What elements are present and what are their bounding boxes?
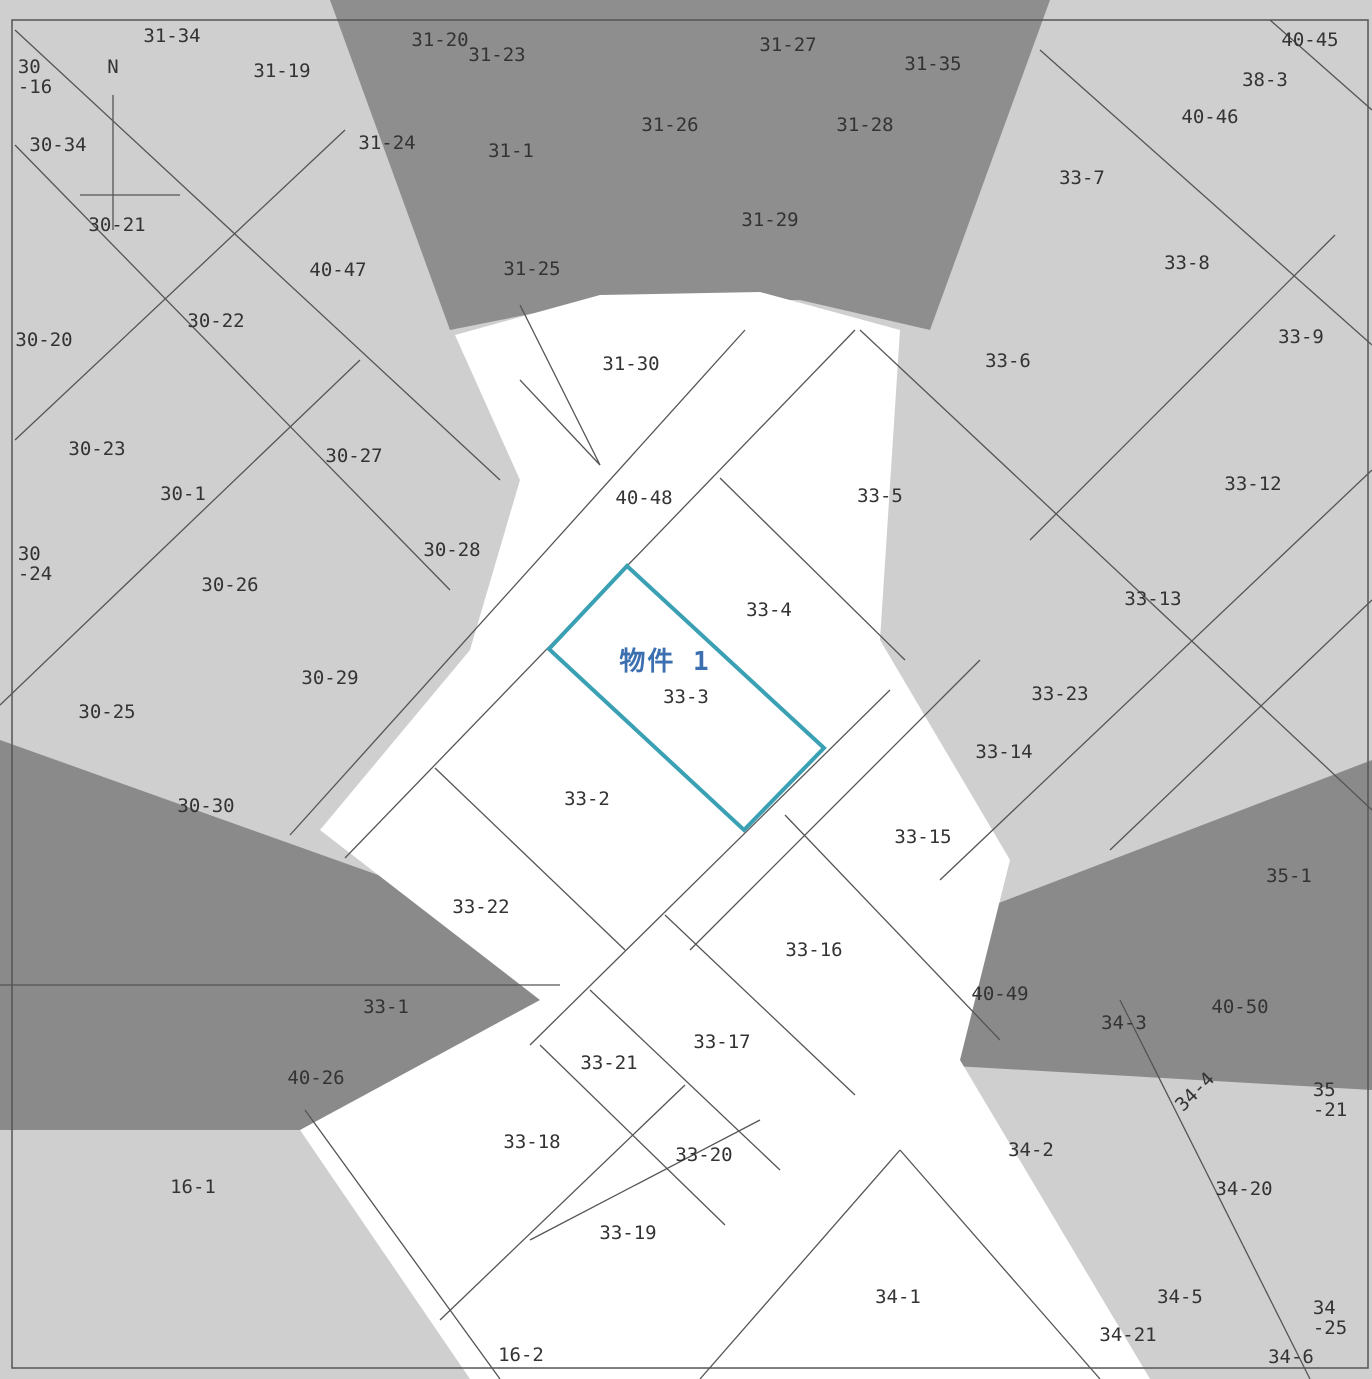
parcel-label: 33-4 <box>746 599 792 621</box>
parcel-label: 16-2 <box>498 1344 544 1366</box>
parcel-label: 33-23 <box>1031 683 1089 705</box>
open-area <box>300 292 1150 1379</box>
parcel-label: 34-5 <box>1157 1286 1203 1308</box>
parcel-label: 30-30 <box>177 795 235 817</box>
parcel-label: 35-1 <box>1266 865 1312 887</box>
parcel-label: 40-50 <box>1211 996 1269 1018</box>
parcel-label: 40-46 <box>1181 106 1239 128</box>
parcel-label: 30 -24 <box>17 543 53 585</box>
parcel-label: 33-15 <box>894 826 952 848</box>
shaded-area <box>850 760 1372 1090</box>
parcel-label: 40-48 <box>615 487 673 509</box>
parcel-label: 33-7 <box>1059 167 1105 189</box>
parcel-lines <box>0 19 1372 1379</box>
parcel-label: 40-49 <box>971 983 1029 1005</box>
parcel-label: 33-2 <box>564 788 610 810</box>
parcel-label: 31-23 <box>468 44 526 66</box>
parcel-label: 30-22 <box>187 310 245 332</box>
parcel-label: 33-19 <box>599 1222 657 1244</box>
parcel-label: 31-25 <box>503 258 561 280</box>
subject-label: 物件 1 <box>619 647 711 677</box>
parcel-label: 40-47 <box>309 259 367 281</box>
parcel-label: 33-6 <box>985 350 1031 372</box>
parcel-label: 31-29 <box>741 209 799 231</box>
parcel-label: 33-1 <box>363 996 409 1018</box>
parcel-label: 30-1 <box>160 483 206 505</box>
parcel-label: 31-1 <box>488 140 534 162</box>
parcel-label: 16-1 <box>170 1176 216 1198</box>
shaded-area <box>330 0 1050 330</box>
parcel-label: 34-20 <box>1215 1178 1273 1200</box>
parcel-label: 31-20 <box>411 29 469 51</box>
parcel-label: 31-26 <box>641 114 699 136</box>
parcel-label: 30-20 <box>15 329 73 351</box>
parcel-label: 31-24 <box>358 132 416 154</box>
parcel-label: 33-12 <box>1224 473 1282 495</box>
parcel-label: 30-26 <box>201 574 259 596</box>
parcel-label: 40-26 <box>287 1067 345 1089</box>
parcel-label: 34-21 <box>1099 1324 1157 1346</box>
parcel-label: 31-27 <box>759 34 817 56</box>
parcel-label: 30-28 <box>423 539 481 561</box>
parcel-label: 31-35 <box>904 53 962 75</box>
parcel-label: 31-19 <box>253 60 311 82</box>
parcel-label: 30-21 <box>88 214 146 236</box>
north-label: N <box>107 56 119 78</box>
parcel-label: 30-29 <box>301 667 359 689</box>
parcel-label: 34-2 <box>1008 1139 1054 1161</box>
parcel-label: 33-9 <box>1278 326 1324 348</box>
parcel-label: 30-23 <box>68 438 126 460</box>
parcel-label: 33-16 <box>785 939 843 961</box>
parcel-label: 30-34 <box>29 134 87 156</box>
subject-parcel <box>546 563 827 833</box>
parcel-label: 34-1 <box>875 1286 921 1308</box>
parcel-label: 34 -25 <box>1312 1297 1348 1339</box>
parcel-label: 33-18 <box>503 1131 561 1153</box>
parcel-label: 31-34 <box>143 25 201 47</box>
parcel-label: 33-5 <box>857 485 903 507</box>
parcel-label: 30 -16 <box>17 56 53 98</box>
parcel-label: 33-22 <box>452 896 510 918</box>
parcel-label: 33-20 <box>675 1144 733 1166</box>
parcel-label: 38-3 <box>1242 69 1288 91</box>
parcel-label: 33-17 <box>693 1031 751 1053</box>
parcel-label: 40-45 <box>1281 29 1339 51</box>
parcel-label: 30-27 <box>325 445 383 467</box>
parcel-label: 33-13 <box>1124 588 1182 610</box>
parcel-label: 33-14 <box>975 741 1033 763</box>
parcel-label: 31-30 <box>602 353 660 375</box>
shaded-area <box>0 740 560 1130</box>
parcel-label: 34-6 <box>1268 1346 1314 1368</box>
parcel-label: 33-21 <box>580 1052 638 1074</box>
parcel-label: 34-3 <box>1101 1012 1147 1034</box>
parcel-label: 33-3 <box>663 686 709 708</box>
parcel-label: 35 -21 <box>1312 1079 1348 1121</box>
parcel-label: 30-25 <box>78 701 136 723</box>
parcel-label: 31-28 <box>836 114 894 136</box>
parcel-label: 33-8 <box>1164 252 1210 274</box>
